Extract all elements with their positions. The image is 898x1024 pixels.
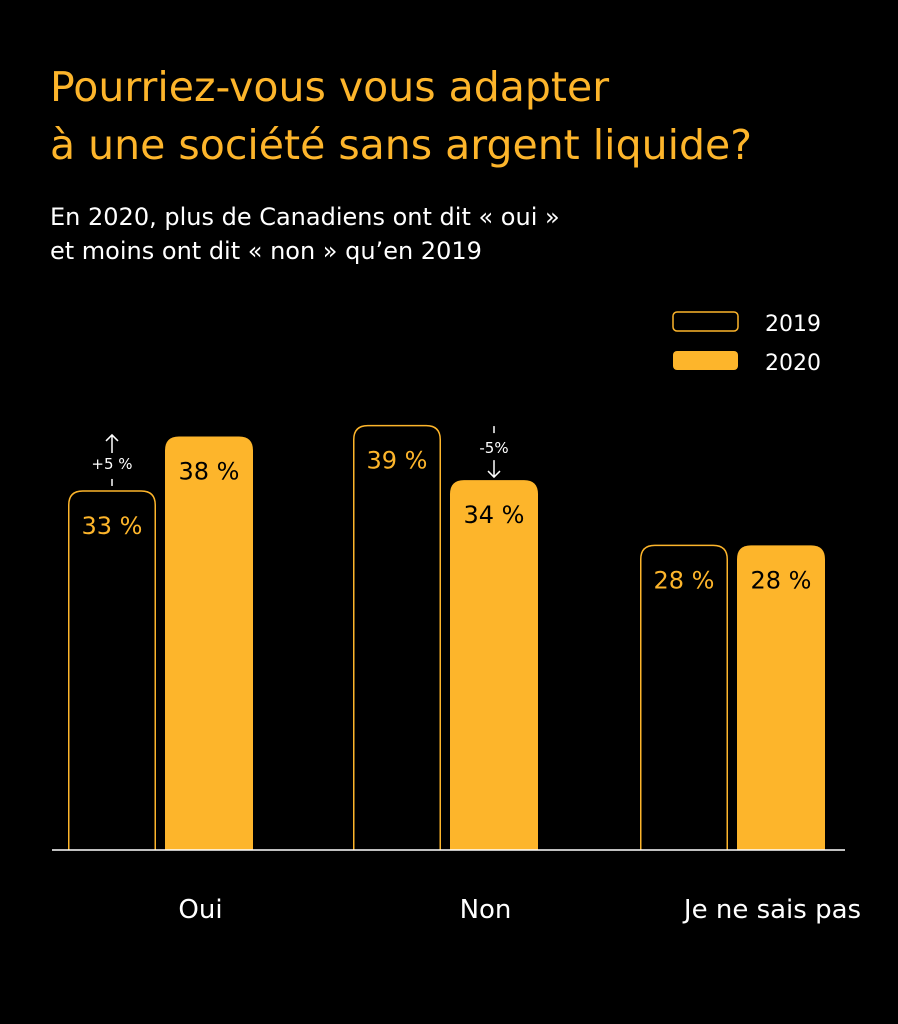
bar-2020-0 xyxy=(165,436,253,850)
x-tick-label-0: Oui xyxy=(178,895,222,925)
data-label-2020-1: 34 % xyxy=(464,501,525,529)
subtitle-line-2: et moins ont dit « non » qu’en 2019 xyxy=(50,237,482,265)
data-label-2019-1: 39 % xyxy=(367,447,428,475)
bar-2019-1 xyxy=(353,424,441,850)
arrow-down-icon xyxy=(487,460,501,479)
title-line-2: à une société sans argent liquide? xyxy=(50,121,752,169)
arrow-up-icon xyxy=(105,433,119,453)
subtitle-line-1: En 2020, plus de Canadiens ont dit « oui… xyxy=(50,203,560,231)
data-label-2019-0: 33 % xyxy=(82,512,143,540)
chart-subtitle: En 2020, plus de Canadiens ont dit « oui… xyxy=(50,200,560,268)
bar-2019-2 xyxy=(640,544,728,850)
x-tick-label-2: Je ne sais pas xyxy=(682,895,861,925)
legend-label-2019: 2019 xyxy=(765,312,821,337)
title-line-1: Pourriez-vous vous adapter xyxy=(50,63,610,111)
bar-2019-0 xyxy=(68,490,156,850)
bar-2020-1 xyxy=(450,480,538,850)
legend-swatch-2020 xyxy=(673,351,738,370)
annotation-label-0: +5 % xyxy=(91,455,132,473)
legend-label-2020: 2020 xyxy=(765,351,821,376)
data-label-2020-0: 38 % xyxy=(179,458,240,486)
legend-swatch-2019 xyxy=(672,311,739,332)
x-tick-label-1: Non xyxy=(460,895,512,925)
chart-title: Pourriez-vous vous adapter à une société … xyxy=(50,58,752,174)
data-label-2020-2: 28 % xyxy=(751,566,812,594)
data-label-2019-2: 28 % xyxy=(654,566,715,594)
bar-2020-2 xyxy=(737,545,825,850)
annotation-label-1: -5% xyxy=(479,439,508,457)
